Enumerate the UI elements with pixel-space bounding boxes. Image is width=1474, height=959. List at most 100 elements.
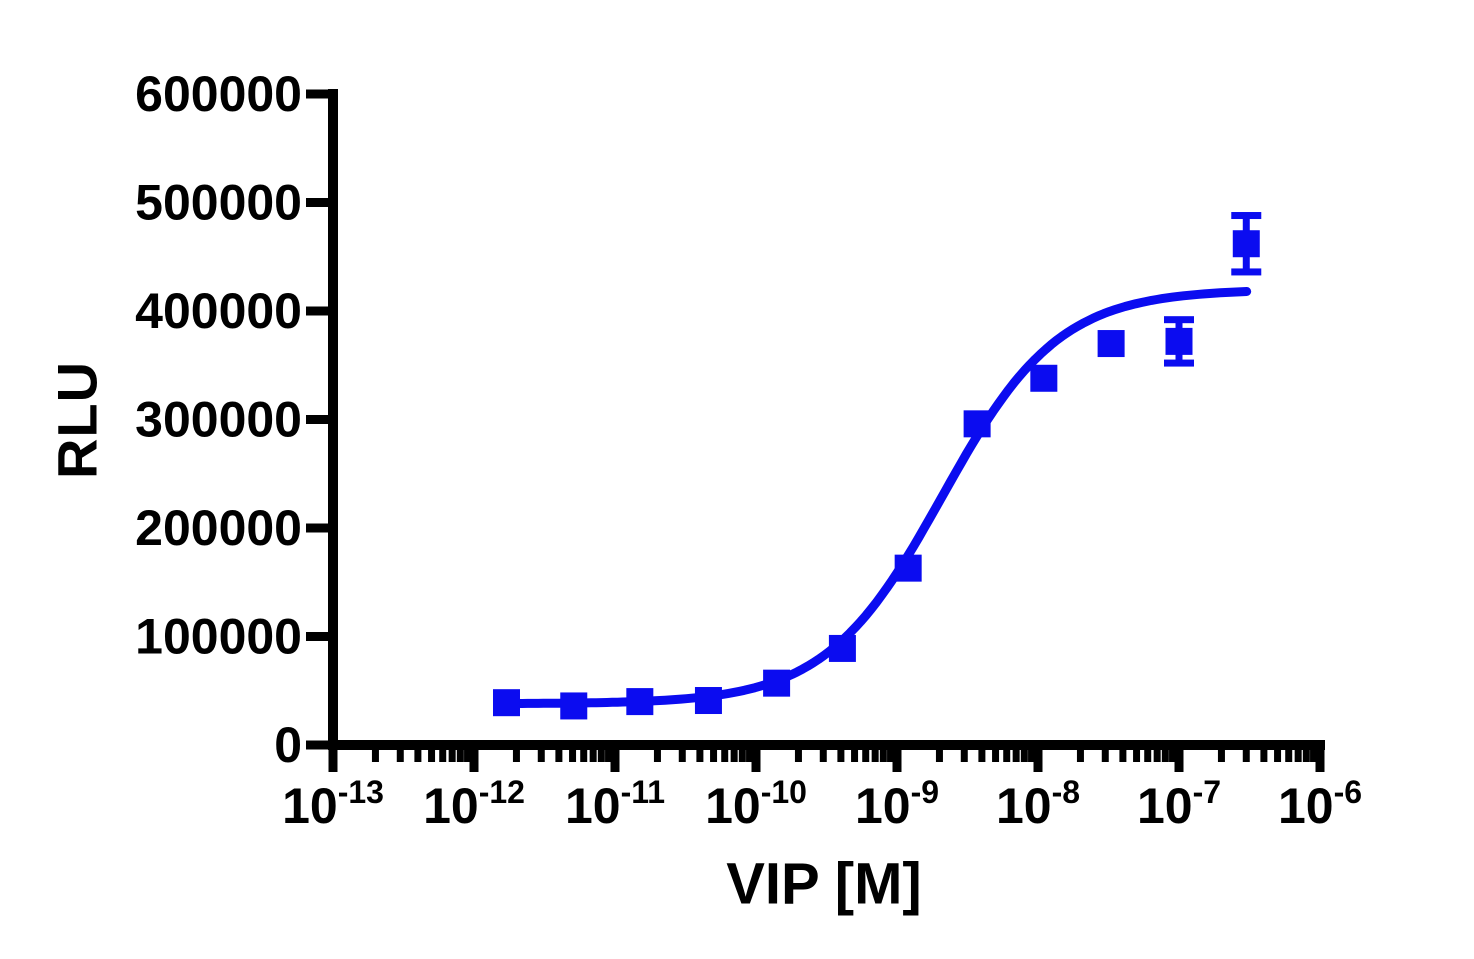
x-axis-major-tick (892, 740, 902, 772)
x-tick-label: 10-10 (705, 774, 807, 834)
y-tick-label: 300000 (135, 392, 302, 448)
y-tick-label: 400000 (135, 283, 302, 339)
x-axis-minor-tick (746, 740, 754, 762)
x-axis-minor-tick (1133, 740, 1141, 762)
x-axis-major-tick (1033, 740, 1043, 772)
y-tick-label: 500000 (135, 175, 302, 231)
data-point-marker (963, 410, 991, 438)
x-axis-minor-tick (464, 740, 472, 762)
y-axis-tick (306, 198, 333, 207)
x-axis-minor-tick (1217, 740, 1225, 762)
x-axis-minor-tick (555, 740, 563, 762)
x-axis-minor-tick (439, 740, 447, 762)
x-axis-minor-tick (1101, 740, 1109, 762)
y-tick-label: 200000 (135, 500, 302, 556)
x-axis-minor-tick (371, 740, 379, 762)
x-axis-minor-tick (1153, 740, 1161, 762)
x-axis-minor-tick (448, 740, 456, 762)
x-axis-major-tick (1315, 740, 1325, 772)
x-axis-minor-tick (589, 740, 597, 762)
x-axis-minor-tick (887, 740, 895, 762)
y-tick-label: 0 (274, 717, 302, 773)
x-axis-minor-tick (569, 740, 577, 762)
x-axis-minor-tick (935, 740, 943, 762)
x-axis-minor-tick (605, 740, 613, 762)
x-axis-minor-tick (738, 740, 746, 762)
x-axis-minor-tick (428, 740, 436, 762)
x-axis-minor-tick (992, 740, 1000, 762)
x-axis-minor-tick (597, 740, 605, 762)
x-axis-minor-tick (1161, 740, 1169, 762)
y-axis-tick (306, 632, 333, 641)
x-tick-label: 10-11 (565, 774, 665, 834)
data-point-marker (828, 634, 856, 662)
data-point-marker (1030, 364, 1058, 392)
x-axis-minor-tick (1119, 740, 1127, 762)
x-axis-minor-tick (819, 740, 827, 762)
x-axis-minor-tick (960, 740, 968, 762)
x-axis-minor-tick (1274, 740, 1282, 762)
x-axis-minor-tick (837, 740, 845, 762)
x-axis-minor-tick (512, 740, 520, 762)
x-axis-minor-tick (1144, 740, 1152, 762)
x-axis-minor-tick (710, 740, 718, 762)
x-axis-minor-tick (1242, 740, 1250, 762)
y-axis-tick (306, 740, 333, 750)
x-axis-major-tick (328, 740, 338, 772)
error-bar-cap-top (1231, 212, 1262, 220)
x-axis-major-tick (469, 740, 479, 772)
x-axis-minor-tick (1285, 740, 1293, 762)
y-axis-tick (306, 523, 333, 533)
x-axis-minor-tick (678, 740, 686, 762)
error-bar-cap-bottom (1231, 268, 1262, 276)
x-axis-major-tick (610, 740, 620, 772)
x-axis-minor-tick (794, 740, 802, 762)
x-axis-minor-tick (730, 740, 738, 762)
data-point-marker (626, 688, 654, 716)
x-axis-minor-tick (862, 740, 870, 762)
x-axis-minor-tick (871, 740, 879, 762)
y-axis-tick (306, 89, 333, 99)
x-axis-minor-tick (1294, 740, 1302, 762)
x-axis-minor-tick (1169, 740, 1177, 762)
x-axis-minor-tick (1020, 740, 1028, 762)
x-axis-minor-tick (721, 740, 729, 762)
x-tick-label: 10-9 (855, 774, 939, 834)
x-axis-minor-tick (978, 740, 986, 762)
x-axis-minor-tick (1260, 740, 1268, 762)
x-axis-major-tick (1174, 740, 1184, 772)
y-axis-title: RLU (45, 360, 109, 480)
y-tick-label: 100000 (135, 609, 302, 665)
x-axis-minor-tick (1310, 740, 1318, 762)
x-axis-minor-tick (653, 740, 661, 762)
x-tick-label: 10-12 (423, 774, 525, 834)
x-tick-label: 10-13 (282, 774, 384, 834)
x-axis-major-tick (751, 740, 761, 772)
data-point-marker (894, 554, 922, 582)
x-tick-label: 10-8 (996, 774, 1080, 834)
data-point-marker (560, 692, 588, 720)
fit-curve (501, 287, 1252, 708)
error-bar-cap-top (1164, 316, 1194, 324)
data-point-marker (763, 669, 791, 697)
x-axis-minor-tick (580, 740, 588, 762)
x-axis-minor-tick (396, 740, 404, 762)
data-point-marker (1097, 330, 1125, 358)
x-axis-minor-tick (456, 740, 464, 762)
x-axis-minor-tick (1076, 740, 1084, 762)
x-axis-minor-tick (696, 740, 704, 762)
y-axis-tick (306, 415, 333, 424)
data-point-marker (694, 687, 722, 715)
x-axis-minor-tick (879, 740, 887, 762)
data-point-marker (492, 689, 520, 717)
y-tick-label: 600000 (135, 66, 302, 122)
x-tick-label: 10-6 (1278, 774, 1362, 834)
x-axis-minor-tick (1302, 740, 1310, 762)
x-axis-minor-tick (537, 740, 545, 762)
error-bar-cap-bottom (1164, 359, 1194, 367)
x-axis-minor-tick (414, 740, 422, 762)
x-axis-minor-tick (1012, 740, 1020, 762)
data-point-marker (1165, 327, 1193, 355)
